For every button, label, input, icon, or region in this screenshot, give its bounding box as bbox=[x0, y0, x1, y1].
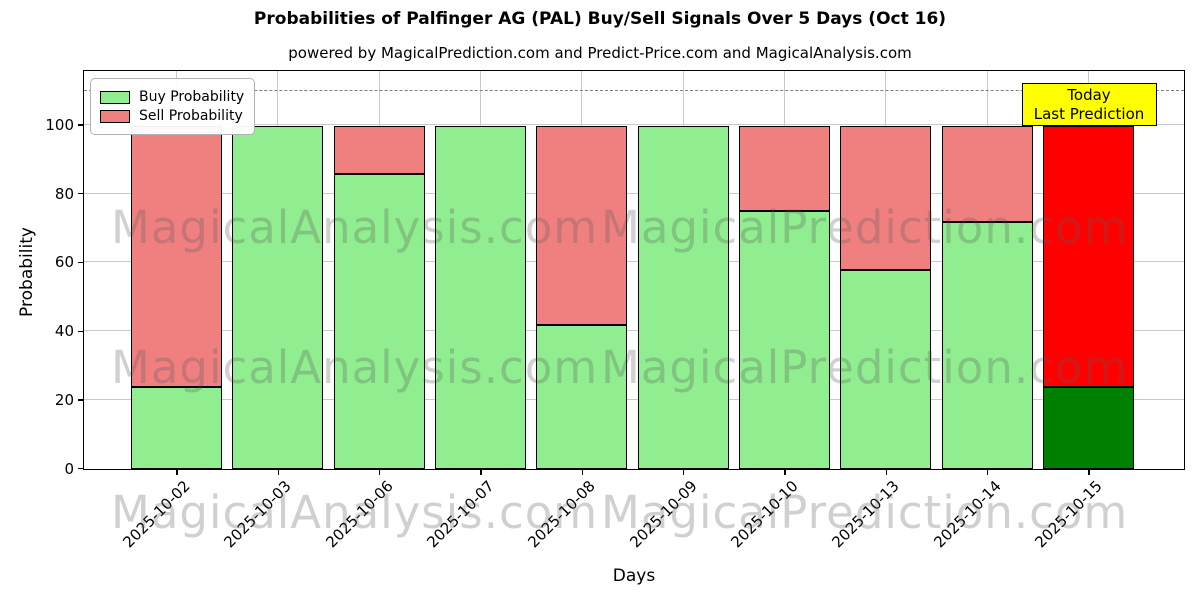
bar-buy-2025-10-09 bbox=[637, 125, 729, 469]
bar-buy-2025-10-15 bbox=[1042, 386, 1134, 469]
legend-entry-buy: Buy Probability bbox=[100, 89, 244, 105]
buy-color-swatch bbox=[100, 90, 130, 104]
bar-sell-2025-10-13 bbox=[840, 125, 932, 270]
chart-title: Probabilities of Palfinger AG (PAL) Buy/… bbox=[253, 9, 947, 29]
gridline-horizontal-40 bbox=[84, 330, 1184, 332]
legend-label-sell: Sell Probability bbox=[139, 108, 243, 124]
y-tick-label-100: 100 bbox=[45, 116, 74, 135]
y-tick-20 bbox=[78, 399, 83, 401]
x-tick-2025-10-02 bbox=[176, 470, 178, 475]
gridline-horizontal-80 bbox=[84, 192, 1184, 194]
y-tick-label-60: 60 bbox=[54, 253, 74, 272]
threshold-dashed-line bbox=[84, 90, 1184, 92]
watermark-left-2: MagicalAnalysis.com bbox=[111, 485, 599, 539]
x-tick-2025-10-03 bbox=[277, 470, 280, 475]
bar-buy-2025-10-06 bbox=[333, 173, 425, 469]
bar-buy-2025-10-02 bbox=[131, 386, 222, 469]
bar-buy-2025-10-10 bbox=[738, 211, 830, 469]
x-tick-2025-10-13 bbox=[885, 470, 887, 475]
y-tick-40 bbox=[78, 330, 83, 332]
gridline-horizontal-20 bbox=[84, 398, 1184, 400]
today-annotation-line1: Today bbox=[1067, 85, 1111, 104]
y-tick-label-80: 80 bbox=[54, 184, 74, 203]
sell-color-swatch bbox=[100, 109, 130, 123]
x-tick-2025-10-10 bbox=[784, 470, 786, 475]
y-tick-label-40: 40 bbox=[54, 322, 74, 341]
bar-buy-2025-10-03 bbox=[232, 125, 324, 469]
chart-subtitle: powered by MagicalPrediction.com and Pre… bbox=[288, 44, 912, 62]
plot-area: Buy Probability Sell Probability Today L… bbox=[83, 70, 1185, 539]
watermark-right-1: MagicalPrediction.com bbox=[601, 340, 1129, 394]
x-axis-label: Days bbox=[612, 566, 656, 586]
y-tick-60 bbox=[78, 261, 83, 264]
x-tick-2025-10-06 bbox=[379, 470, 381, 475]
y-axis-label: Probability bbox=[17, 227, 37, 317]
gridline-horizontal-100 bbox=[84, 124, 1184, 126]
y-tick-80 bbox=[78, 193, 83, 195]
today-annotation-line2: Last Prediction bbox=[1033, 104, 1145, 123]
y-tick-100 bbox=[78, 124, 83, 126]
bar-sell-2025-10-02 bbox=[131, 125, 222, 387]
watermark-left-0: MagicalAnalysis.com bbox=[111, 200, 599, 254]
bar-buy-2025-10-07 bbox=[434, 125, 526, 469]
watermark-right-0: MagicalPrediction.com bbox=[601, 200, 1129, 254]
bar-sell-2025-10-14 bbox=[941, 125, 1033, 222]
legend: Buy Probability Sell Probability bbox=[90, 78, 256, 135]
bar-sell-2025-10-10 bbox=[738, 125, 830, 212]
x-tick-2025-10-14 bbox=[987, 470, 989, 475]
legend-label-buy: Buy Probability bbox=[139, 89, 245, 105]
y-tick-label-20: 20 bbox=[54, 390, 74, 409]
x-tick-2025-10-07 bbox=[480, 470, 482, 475]
bar-buy-2025-10-14 bbox=[941, 221, 1033, 469]
watermark-right-2: MagicalPrediction.com bbox=[601, 485, 1129, 539]
watermark-left-1: MagicalAnalysis.com bbox=[111, 340, 599, 394]
y-tick-0 bbox=[78, 467, 83, 470]
bar-sell-2025-10-15 bbox=[1042, 125, 1134, 387]
bar-buy-2025-10-08 bbox=[536, 324, 628, 469]
legend-entry-sell: Sell Probability bbox=[100, 108, 244, 124]
bar-buy-2025-10-13 bbox=[840, 269, 932, 469]
x-tick-2025-10-15 bbox=[1088, 470, 1090, 475]
bar-sell-2025-10-06 bbox=[333, 125, 425, 174]
gridline-horizontal-60 bbox=[84, 261, 1184, 263]
bar-sell-2025-10-08 bbox=[536, 125, 628, 325]
x-tick-2025-10-09 bbox=[683, 470, 685, 475]
y-tick-label-0: 0 bbox=[64, 459, 74, 478]
x-tick-2025-10-08 bbox=[581, 470, 584, 475]
today-annotation: Today Last Prediction bbox=[1021, 82, 1157, 126]
